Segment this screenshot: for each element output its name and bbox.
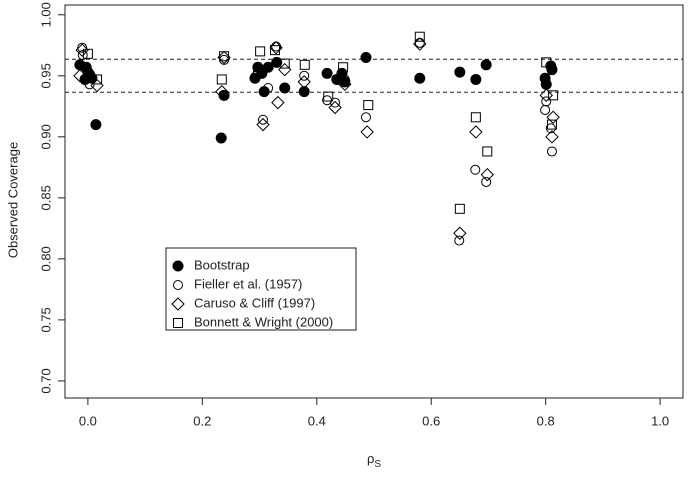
point xyxy=(339,76,351,88)
point xyxy=(480,167,495,182)
point xyxy=(299,59,310,70)
legend-marker xyxy=(171,297,185,311)
point xyxy=(546,146,557,157)
point xyxy=(339,74,350,85)
point xyxy=(279,58,290,69)
point xyxy=(454,66,466,78)
point xyxy=(216,74,227,85)
plot-frame xyxy=(64,4,684,399)
point xyxy=(92,74,103,85)
point xyxy=(360,51,372,63)
x-tick-label: 0.4 xyxy=(308,413,326,428)
y-tick-label: 1.00 xyxy=(38,2,53,27)
point xyxy=(360,125,374,139)
x-tick-label: 1.0 xyxy=(651,413,669,428)
legend-label: Bonnett & Wright (2000) xyxy=(194,314,333,329)
point xyxy=(546,119,557,130)
x-tick-label: 0.0 xyxy=(79,413,97,428)
point xyxy=(279,82,291,94)
legend-box xyxy=(165,247,357,331)
point xyxy=(414,72,426,84)
point xyxy=(546,110,560,124)
point xyxy=(215,84,229,99)
point xyxy=(541,96,552,107)
point xyxy=(77,50,88,61)
x-tick-label: 0.8 xyxy=(537,413,555,428)
point xyxy=(330,97,341,108)
legend-label: Bootstrap xyxy=(194,257,250,272)
legend-label: Caruso & Cliff (1997) xyxy=(194,295,315,310)
y-tick-label: 0.75 xyxy=(38,307,53,332)
y-tick-label: 0.95 xyxy=(38,63,53,88)
point xyxy=(297,75,311,89)
point xyxy=(413,37,427,51)
point xyxy=(271,56,283,68)
point xyxy=(271,95,285,110)
legend-label: Fieller et al. (1957) xyxy=(194,276,302,291)
point xyxy=(470,164,481,175)
y-tick-label: 0.70 xyxy=(38,368,53,393)
x-tick-label: 0.6 xyxy=(422,413,440,428)
point xyxy=(250,67,264,82)
point xyxy=(299,70,310,81)
point xyxy=(256,117,270,132)
legend-marker xyxy=(173,280,183,290)
point xyxy=(338,62,349,73)
point xyxy=(540,78,552,90)
point xyxy=(255,46,266,57)
point xyxy=(545,130,559,144)
y-tick-label: 0.80 xyxy=(38,246,53,271)
point xyxy=(323,91,334,102)
x-tick-label: 0.2 xyxy=(193,413,211,428)
point xyxy=(215,132,227,144)
point xyxy=(77,42,88,53)
point xyxy=(75,43,89,57)
point xyxy=(82,48,93,59)
point xyxy=(414,37,425,48)
y-tick-label: 0.90 xyxy=(38,124,53,149)
point xyxy=(541,57,552,68)
point xyxy=(219,51,230,62)
x-axis-symbol: ρ xyxy=(367,451,374,466)
point xyxy=(298,86,310,98)
point xyxy=(469,125,483,139)
point xyxy=(481,176,492,187)
point xyxy=(540,104,551,115)
point xyxy=(73,69,87,83)
point xyxy=(90,119,102,131)
x-axis-subscript: S xyxy=(374,459,381,470)
y-axis-label: Observed Coverage xyxy=(5,142,20,258)
x-axis-label: ρS xyxy=(367,451,381,469)
point xyxy=(454,203,465,214)
point xyxy=(546,64,558,76)
point xyxy=(257,114,268,125)
point xyxy=(263,82,274,93)
point xyxy=(262,61,274,73)
point xyxy=(453,226,467,240)
point xyxy=(539,88,553,103)
legend-marker xyxy=(172,260,184,272)
point xyxy=(470,73,482,85)
point xyxy=(545,123,556,134)
y-tick-label: 0.85 xyxy=(38,185,53,210)
point xyxy=(338,77,352,92)
point xyxy=(363,100,374,111)
point xyxy=(454,235,465,246)
point xyxy=(270,45,281,56)
point xyxy=(470,112,481,123)
point xyxy=(321,67,333,79)
legend-marker xyxy=(173,318,183,328)
point xyxy=(328,100,342,115)
point xyxy=(360,112,371,123)
point xyxy=(548,90,559,101)
point xyxy=(480,59,492,71)
point xyxy=(414,31,425,42)
point xyxy=(482,146,493,157)
